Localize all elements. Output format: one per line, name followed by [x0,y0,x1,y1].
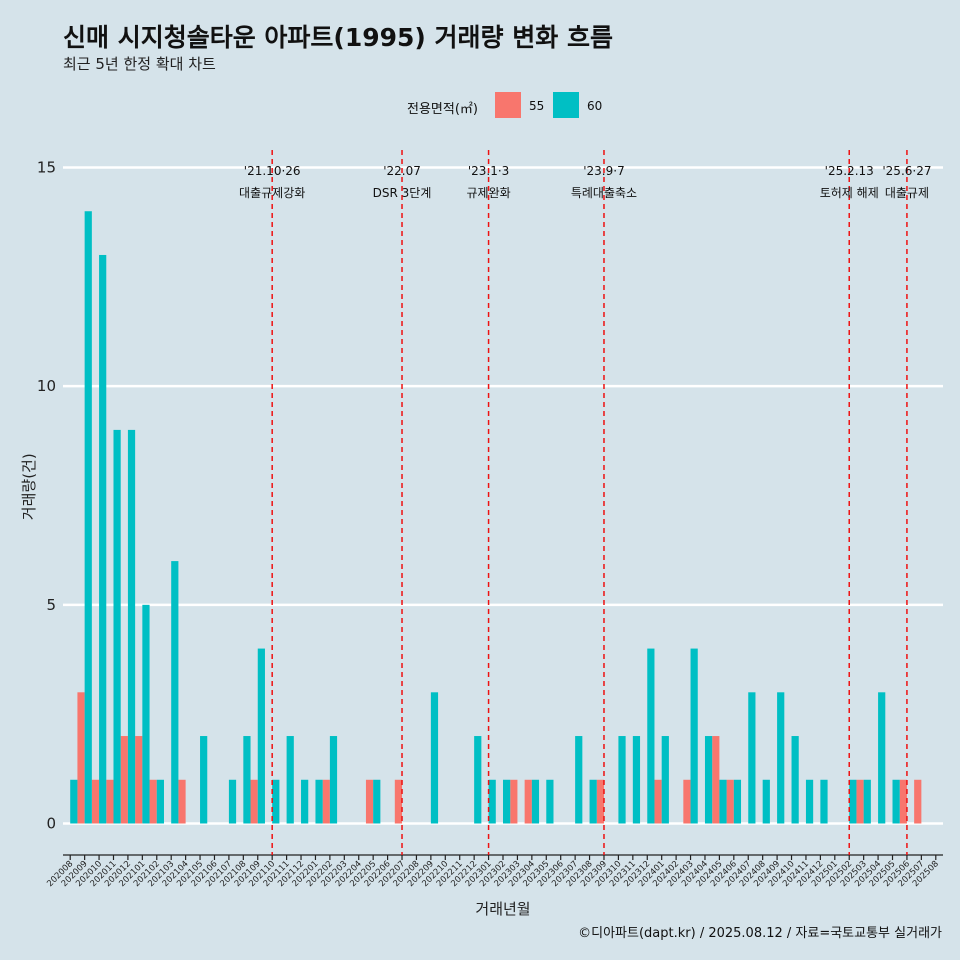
bar-60-202110 [272,779,280,824]
legend-key-60 [553,92,579,118]
event-label: 토허제 해제 [820,186,879,200]
bar-55-202010 [91,779,100,824]
bar-55-202403 [683,779,691,824]
bar-60-202008 [70,779,78,824]
bar-60-202310 [618,736,626,824]
legend: 전용면적(㎡) 55 60 [0,92,960,122]
bar-60-202502 [849,779,857,824]
y-tick-label: 0 [46,815,56,833]
bar-55-202101 [135,736,143,824]
bar-60-202202 [329,736,338,824]
bar-60-202403 [690,648,698,824]
bar-55-202503 [856,779,864,824]
bar-60-202201 [315,779,323,824]
bar-60-202305 [546,779,554,824]
event-label: DSR 3단계 [373,186,432,200]
bar-55-202406 [726,779,734,824]
bar-60-202504 [878,692,886,824]
bar-55-202309 [596,779,604,824]
caption: ©디아파트(dapt.kr) / 2025.08.12 / 자료=국토교통부 실… [578,926,942,941]
bar-60-202505 [892,779,900,824]
bar-60-202107 [228,779,237,824]
bar-55-202506 [899,779,907,824]
legend-label-60: 60 [587,99,603,113]
bar-60-202010 [99,254,107,824]
bar-55-202304 [524,779,532,824]
event-date-label: '25.6·27 [882,164,931,178]
bar-60-202308 [589,779,597,824]
event-label: 특례대출축소 [571,186,637,200]
bar-60-202407 [748,692,756,824]
bar-60-202102 [156,779,164,824]
bar-60-202112 [301,779,309,824]
chart-title: 신매 시지청솔타운 아파트(1995) 거래량 변화 흐름 [63,23,613,52]
bar-55-202011 [106,779,114,824]
event-date-label: '23.9·7 [583,164,624,178]
legend-key-55 [495,92,521,118]
event-label: 규제완화 [466,186,510,200]
bar-60-202311 [632,736,641,824]
bar-60-202503 [863,779,871,824]
bar-55-202102 [149,779,157,824]
bar-60-202103 [171,561,179,824]
bar-60-202411 [805,779,814,824]
bar-60-202404 [704,736,713,824]
event-label: 대출규제강화 [239,186,305,200]
event-label: 대출규제 [885,186,929,200]
bar-60-202401 [661,736,669,824]
bar-60-202011 [113,429,121,824]
bar-60-202108 [243,736,251,824]
y-tick-label: 10 [37,377,56,395]
event-date-label: '22.07 [383,164,421,178]
x-axis-title: 거래년월 [475,900,530,918]
y-axis-title: 거래량(건) [20,453,38,520]
bar-60-202304 [531,779,540,824]
bar-60-202312 [647,648,655,824]
bar-55-202207 [394,779,403,824]
bar-55-202104 [178,779,186,824]
y-tick-label: 15 [37,159,56,177]
bar-60-202101 [142,604,150,824]
bar-60-202205 [373,779,381,824]
chart-subtitle: 최근 5년 한정 확대 차트 [63,55,216,73]
bar-55-202009 [77,692,85,824]
y-tick-label: 5 [46,596,56,614]
bar-60-202209 [430,692,439,824]
bar-60-202409 [777,692,785,824]
bar-60-202109 [257,648,265,824]
bar-55-202205 [365,779,374,824]
bar-60-202301 [488,779,496,824]
event-date-label: '25.2.13 [825,164,874,178]
bar-55-202507 [914,779,922,824]
bar-60-202105 [200,736,208,824]
bar-60-202009 [84,211,92,824]
bar-55-202303 [510,779,518,824]
bar-60-202302 [503,779,511,824]
bar-55-202405 [712,736,720,824]
bar-60-202405 [719,779,727,824]
bar-60-202412 [820,779,828,824]
event-date-label: '21.10·26 [244,164,301,178]
bar-60-202212 [474,736,482,824]
bar-55-202202 [322,779,330,824]
bar-60-202012 [127,429,136,824]
legend-label-55: 55 [529,99,545,113]
bar-55-202401 [654,779,662,824]
bar-60-202410 [791,736,799,824]
event-date-label: '23.1·3 [468,164,509,178]
bar-60-202408 [762,779,770,824]
bar-60-202307 [575,736,583,824]
legend-title: 전용면적(㎡) [407,102,478,117]
bar-60-202406 [733,779,742,824]
bar-55-202109 [250,779,258,824]
bar-55-202012 [120,736,128,824]
bar-60-202111 [286,736,294,824]
